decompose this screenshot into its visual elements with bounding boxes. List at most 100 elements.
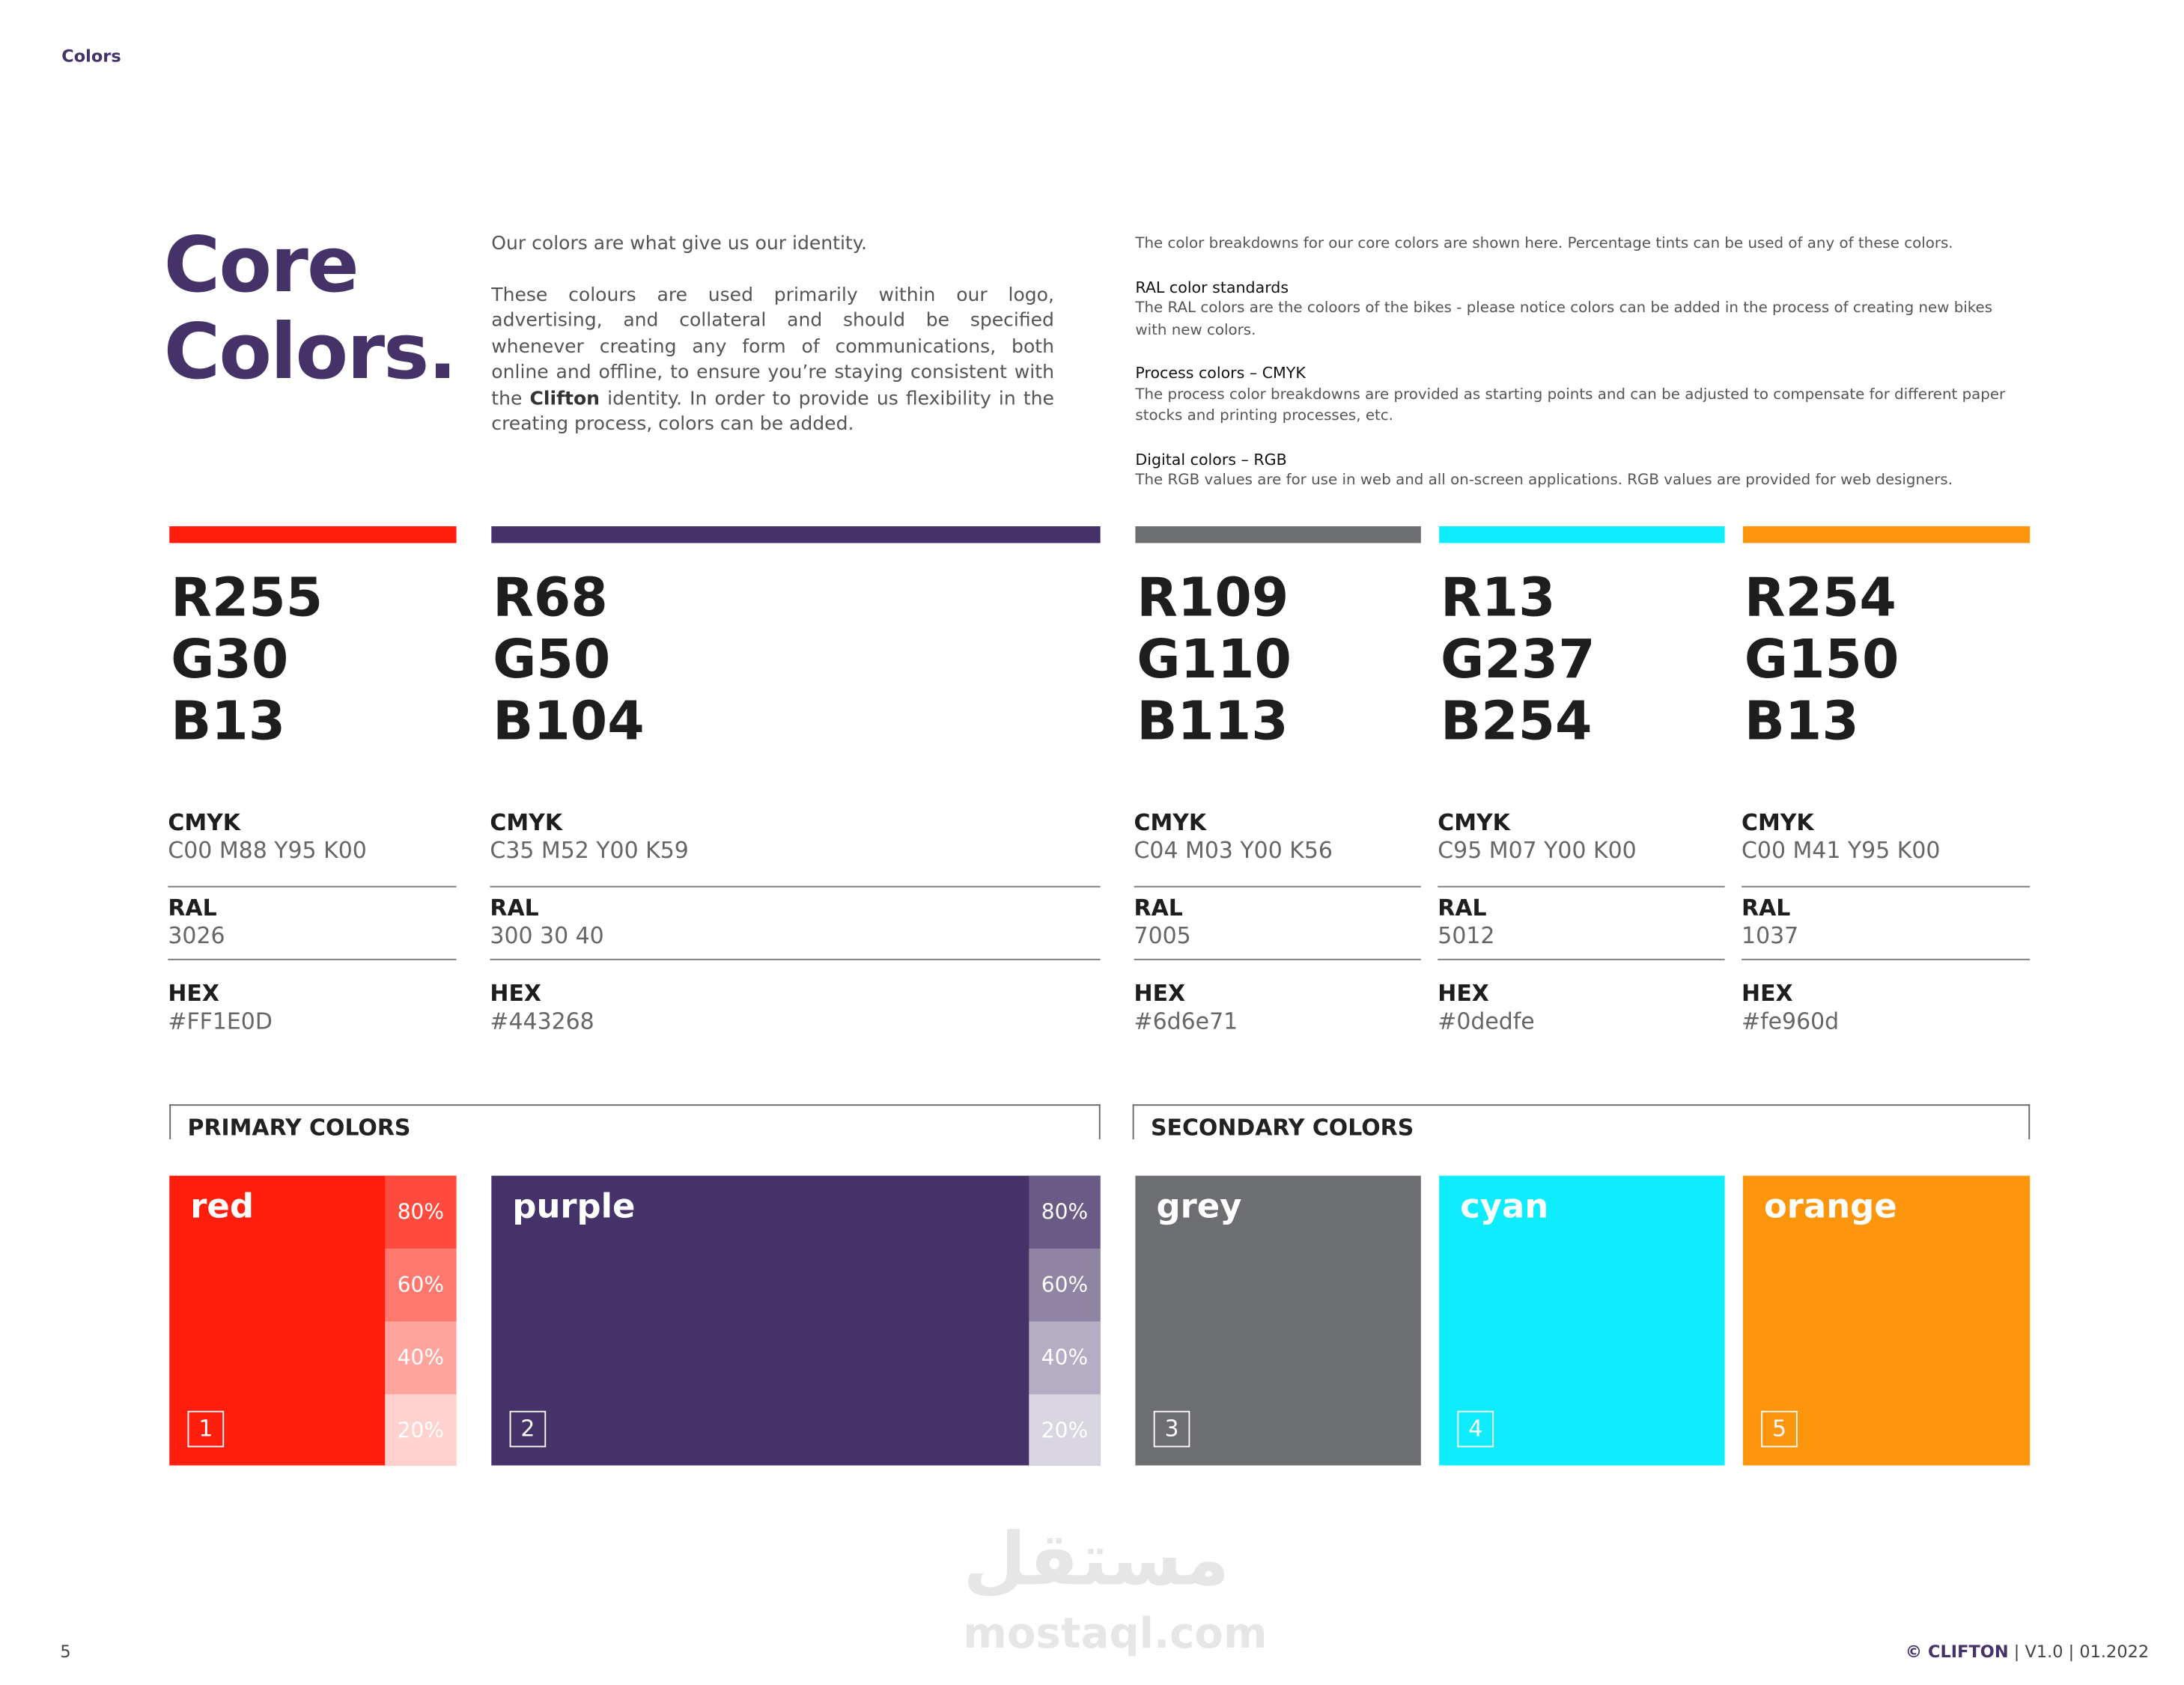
hex-value: #FF1E0D (168, 1008, 273, 1035)
divider (1438, 886, 1725, 888)
color-swatch: purple 2 80% 60% 40% 20% (491, 1175, 1101, 1466)
divider (168, 958, 457, 960)
hex-label: HEX (168, 979, 219, 1007)
color-number: 3 (1153, 1410, 1190, 1448)
rgb-value: R255 (171, 567, 323, 629)
group-label: SECONDARY COLORS (1150, 1114, 1414, 1141)
tint-label: 20% (1041, 1418, 1089, 1443)
cmyk-label: CMYK (1134, 808, 1207, 836)
tint-swatch: 20% (385, 1394, 457, 1466)
intro: Our colors are what give us our identity… (491, 232, 1054, 439)
section-label: Colors (61, 46, 121, 66)
rgb-value: B254 (1441, 689, 1593, 752)
cmyk-label: CMYK (1742, 808, 1814, 836)
color-swatch: orange 5 (1742, 1175, 2031, 1466)
footer-info: © CLIFTON | V1.0 | 01.2022 (1905, 1642, 2150, 1662)
title-line: Core (163, 219, 359, 310)
note-text: The RAL colors are the coloors of the bi… (1135, 299, 1993, 338)
note-heading: Digital colors – RGB (1135, 450, 1287, 469)
color-name: cyan (1460, 1186, 1549, 1226)
tint-label: 40% (1041, 1344, 1089, 1371)
cmyk-value: C04 M03 Y00 K56 (1134, 837, 1333, 864)
tint-swatch: 40% (385, 1321, 457, 1395)
title-line: Colors. (163, 306, 457, 397)
divider (490, 886, 1101, 888)
ral-label: RAL (1134, 894, 1183, 921)
rgb-value: G30 (171, 628, 289, 690)
ral-value: 5012 (1438, 922, 1495, 949)
color-swatch: cyan 4 (1439, 1175, 1725, 1466)
hex-label: HEX (1742, 979, 1793, 1007)
note-heading: RAL color standards (1135, 278, 1289, 296)
notes: The color breakdowns for our core colors… (1135, 234, 2010, 513)
title: Core Colors. (163, 219, 457, 397)
rgb-value: B113 (1137, 689, 1289, 752)
group-label: PRIMARY COLORS (187, 1114, 411, 1141)
tint-label: 20% (397, 1418, 445, 1443)
brand: © CLIFTON (1905, 1642, 2009, 1662)
notes-lead: The color breakdowns for our core colors… (1135, 235, 1953, 252)
note-heading: Process colors – CMYK (1135, 364, 1306, 383)
divider (1134, 886, 1421, 888)
cmyk-label: CMYK (1438, 808, 1510, 836)
note-text: The process color breakdowns are provide… (1135, 386, 2006, 424)
color-number: 5 (1761, 1410, 1798, 1448)
intro-text: identity. In order to provide us flexibi… (491, 388, 1054, 436)
version: V1.0 (2025, 1642, 2063, 1662)
watermark-latin: mostaql.com (963, 1609, 1268, 1659)
rgb-value: R13 (1441, 567, 1556, 629)
rgb-value: B13 (1744, 689, 1859, 752)
rgb-value: B104 (493, 689, 645, 752)
ral-value: 1037 (1742, 922, 1799, 949)
rgb-value: G237 (1441, 628, 1596, 690)
tint-label: 40% (397, 1344, 445, 1371)
group-box (169, 1104, 1101, 1140)
divider (168, 886, 457, 888)
color-bar (491, 526, 1101, 543)
hex-value: #6d6e71 (1134, 1008, 1238, 1035)
cmyk-label: CMYK (168, 808, 240, 836)
rgb-value: R254 (1744, 567, 1896, 629)
hex-value: #0dedfe (1438, 1008, 1535, 1035)
tint-swatch: 60% (385, 1248, 457, 1322)
note-section: Digital colors – RGB The RGB values are f… (1135, 448, 2010, 492)
date: 01.2022 (2079, 1642, 2150, 1662)
rgb-value: G50 (493, 628, 611, 690)
ral-label: RAL (168, 894, 217, 921)
cmyk-value: C95 M07 Y00 K00 (1438, 837, 1637, 864)
intro-body: These colours are used primarily within … (491, 284, 1054, 439)
tint-label: 60% (1041, 1272, 1089, 1298)
tint-label: 80% (1041, 1199, 1089, 1225)
cmyk-value: C00 M41 Y95 K00 (1742, 837, 1941, 864)
color-swatch: grey 3 (1135, 1175, 1421, 1466)
note-text: The RGB values are for use in web and al… (1135, 472, 1953, 489)
ral-value: 7005 (1134, 922, 1191, 949)
hex-value: #443268 (490, 1008, 594, 1035)
hex-label: HEX (1134, 979, 1186, 1007)
cmyk-label: CMYK (490, 808, 563, 836)
tint-swatch: 40% (1029, 1321, 1101, 1395)
rgb-value: B13 (171, 689, 286, 752)
hex-label: HEX (1438, 979, 1489, 1007)
note-section: Process colors – CMYK The process color b… (1135, 362, 2010, 427)
color-name: red (190, 1186, 254, 1226)
page-number: 5 (60, 1642, 71, 1662)
tint-swatch: 60% (1029, 1248, 1101, 1322)
ral-label: RAL (490, 894, 539, 921)
hex-label: HEX (490, 979, 541, 1007)
cmyk-value: C00 M88 Y95 K00 (168, 837, 367, 864)
tint-swatch: 20% (1029, 1394, 1101, 1466)
note-section: RAL color standards The RAL colors are th… (1135, 276, 2010, 341)
divider (1134, 958, 1421, 960)
intro-bold: Clifton (529, 388, 600, 409)
ral-label: RAL (1438, 894, 1487, 921)
rgb-value: R109 (1137, 567, 1289, 629)
cmyk-value: C35 M52 Y00 K59 (490, 837, 689, 864)
divider (1742, 886, 2031, 888)
watermark-arabic: مستقل (963, 1518, 1230, 1603)
color-name: purple (512, 1186, 636, 1226)
ral-value: 3026 (168, 922, 225, 949)
rgb-value: G110 (1137, 628, 1292, 690)
